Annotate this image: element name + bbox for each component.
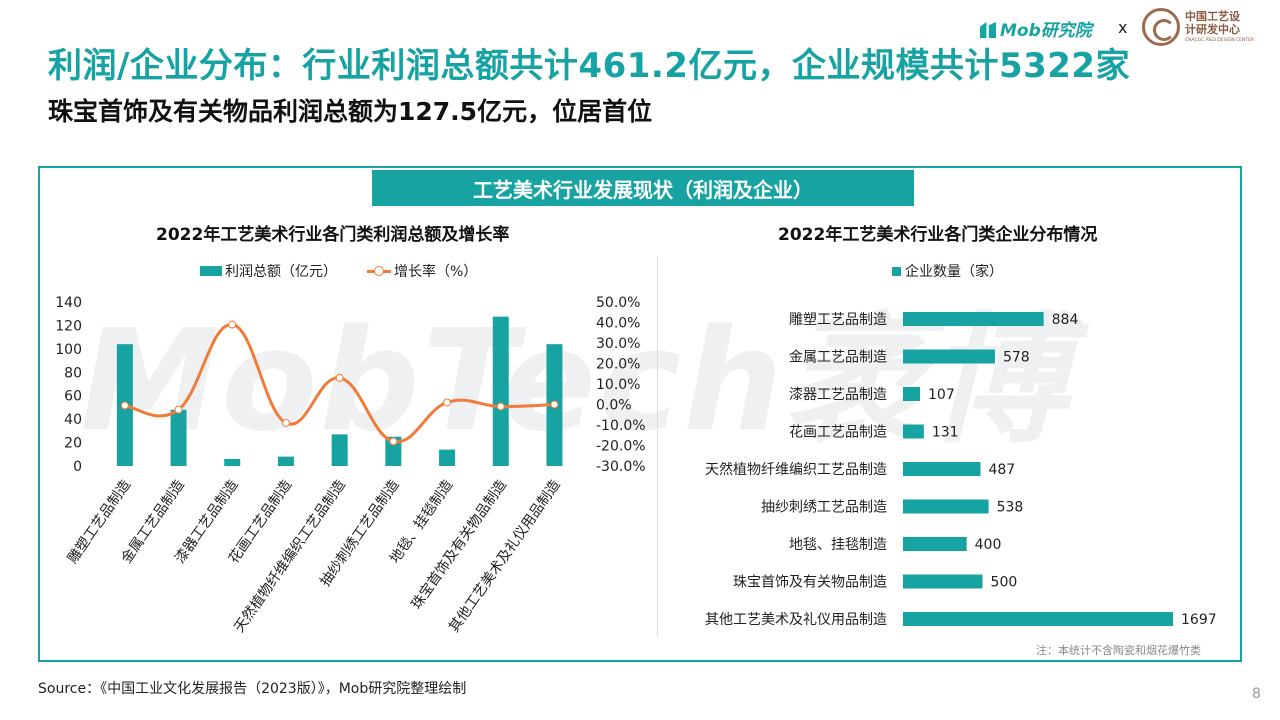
legend-bar-label: 企业数量（家） (905, 264, 1003, 280)
profit-chart-legend: 利润总额（亿元） 增长率（%） (200, 261, 477, 281)
legend-bar-swatch (892, 266, 901, 276)
x-category-label: 珠宝首饰及有关物品制造 (409, 477, 510, 612)
y-left-tick-label: 100 (55, 342, 82, 358)
mob-logo: Mob研究院 (980, 16, 1092, 41)
y-right-tick-label: -10.0% (596, 418, 646, 434)
mob-logo-icon (980, 22, 996, 38)
bar-value-label: 107 (928, 387, 955, 403)
profit-bar (277, 456, 294, 466)
y-right-tick-label: -20.0% (596, 439, 646, 455)
mob-logo-text: Mob研究院 (1000, 21, 1092, 41)
profit-bar (439, 449, 456, 466)
bar-value-label: 884 (1052, 312, 1079, 328)
category-label: 雕塑工艺品制造 (789, 312, 887, 328)
y-left-tick-label: 0 (73, 459, 82, 475)
enterprise-bar (903, 499, 989, 514)
profit-bar (385, 436, 402, 466)
profit-bar (331, 434, 348, 466)
bar-value-label: 131 (932, 425, 959, 441)
growth-rate-point (443, 398, 452, 407)
y-left-tick-label: 20 (64, 436, 82, 452)
profit-bar (492, 316, 509, 466)
legend-bar-swatch (200, 266, 222, 276)
panel-header: 工艺美术行业发展现状（利润及企业） (372, 170, 914, 206)
x-category-label: 天然植物纤维编织工艺品制造 (231, 477, 349, 636)
category-label: 地毯、挂毯制造 (789, 537, 887, 553)
x-category-label: 其他工艺美术及礼仪用品制造 (446, 477, 563, 635)
bar-value-label: 578 (1003, 350, 1030, 366)
profit-bar (170, 409, 187, 466)
enterprise-bar (903, 574, 983, 589)
source-note: Source：《中国工业文化发展报告（2023版）》，Mob研究院整理绘制 (38, 681, 467, 697)
y-left-tick-label: 40 (64, 412, 82, 428)
page-number: 8 (1252, 686, 1261, 702)
y-right-tick-label: 50.0% (596, 295, 640, 311)
category-label: 珠宝首饰及有关物品制造 (733, 575, 887, 591)
growth-rate-point (281, 418, 290, 427)
legend-line-label: 增长率（%） (394, 264, 478, 280)
y-left-tick-label: 80 (64, 365, 82, 381)
panel-divider (657, 256, 658, 636)
enterprise-bar (903, 349, 995, 364)
enterprise-bar (903, 462, 981, 476)
y-right-tick-label: 10.0% (596, 377, 640, 393)
enterprise-distribution-chart: 雕塑工艺品制造 884 金属工艺品制造 578 漆器工艺品制造 107 花画工艺品制造 131… (705, 312, 1217, 628)
page-subtitle: 珠宝首饰及有关物品利润总额为127.5亿元，位居首位 (48, 97, 653, 126)
partner-seal-icon (1142, 8, 1180, 46)
y-left-tick-label: 120 (55, 318, 82, 334)
enterprise-bar (903, 424, 924, 439)
logo-separator: x (1118, 18, 1128, 37)
enterprise-chart-legend: 企业数量（家） (892, 261, 1003, 281)
y-right-tick-label: 0.0% (596, 398, 632, 414)
profit-growth-chart: 0 20 40 60 80 100 120 140 -30.0% -20.0% -10.0% 0.0%… (55, 295, 646, 636)
page-title: 利润/企业分布：行业利润总额共计461.2亿元，企业规模共计5322家 (48, 46, 1131, 86)
bar-value-label: 400 (975, 537, 1002, 553)
growth-rate-point (174, 405, 183, 414)
legend-bar-label: 利润总额（亿元） (225, 264, 337, 280)
y-left-tick-label: 60 (64, 389, 82, 405)
growth-rate-point (550, 400, 559, 409)
growth-rate-point (496, 402, 505, 411)
partner-name-en: CNACGC R&D DESIGN CENTER (1185, 38, 1255, 43)
enterprise-chart-title: 2022年工艺美术行业各门类企业分布情况 (778, 225, 1098, 245)
enterprise-bar (903, 387, 921, 401)
header-logo: Mob研究院 x 中国工艺设计研发中心 CNACGC R&D DESIGN CE… (980, 8, 1280, 48)
enterprise-bar (903, 312, 1044, 326)
enterprise-bar (903, 612, 1173, 626)
bar-value-label: 538 (997, 500, 1024, 516)
y-right-tick-label: 20.0% (596, 357, 640, 373)
y-left-tick-label: 140 (55, 295, 82, 311)
category-label: 金属工艺品制造 (789, 350, 887, 366)
y-right-tick-label: 40.0% (596, 316, 640, 332)
growth-rate-point (335, 373, 344, 382)
category-label: 抽纱刺绣工艺品制造 (761, 500, 887, 516)
profit-chart-title: 2022年工艺美术行业各门类利润总额及增长率 (156, 225, 510, 245)
bar-value-label: 487 (988, 462, 1015, 478)
legend-line-swatch (367, 266, 391, 276)
category-label: 漆器工艺品制造 (789, 387, 887, 403)
y-right-tick-label: -30.0% (596, 459, 646, 475)
partner-name: 中国工艺设计研发中心 (1185, 10, 1240, 36)
enterprise-bar (903, 537, 967, 551)
category-label: 天然植物纤维编织工艺品制造 (705, 461, 887, 478)
growth-rate-point (228, 320, 237, 329)
profit-bar (224, 458, 241, 466)
category-label: 其他工艺美术及礼仪用品制造 (705, 612, 887, 628)
growth-rate-point (120, 401, 129, 410)
growth-rate-point (389, 437, 398, 446)
watermark: MobTech袤博 (80, 300, 1069, 463)
y-right-tick-label: 30.0% (596, 336, 640, 352)
bar-value-label: 500 (991, 575, 1018, 591)
bar-value-label: 1697 (1181, 612, 1217, 628)
footnote: 注：本统计不含陶瓷和烟花爆竹类 (1036, 644, 1201, 657)
chart-panel (38, 166, 1242, 662)
growth-rate-line (124, 323, 555, 444)
category-label: 花画工艺品制造 (789, 425, 887, 441)
